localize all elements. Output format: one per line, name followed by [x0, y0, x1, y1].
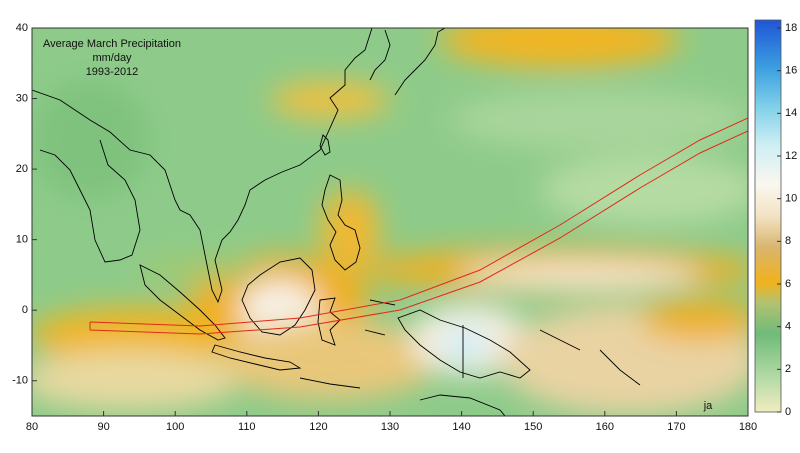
coastline [211, 344, 302, 371]
y-tick-label: -10 [12, 375, 28, 387]
y-tick-label: 0 [22, 304, 28, 316]
colorbar-tick-label: 0 [785, 406, 791, 418]
colorbar-tick-label: 16 [785, 65, 797, 77]
x-tick-label: 90 [97, 421, 109, 433]
y-tick-label: 20 [16, 163, 28, 175]
x-tick-label: 180 [739, 421, 757, 433]
coastline [241, 257, 316, 336]
colorbar-tick-label: 18 [785, 22, 797, 34]
track-line [89, 130, 748, 335]
colorbar-tick-label: 8 [785, 235, 791, 247]
y-tick-label: 30 [16, 92, 28, 104]
x-tick-label: 140 [452, 421, 470, 433]
coastline [397, 309, 531, 379]
coastline [319, 134, 331, 156]
precipitation-field [32, 28, 748, 416]
x-tick-label: 100 [166, 421, 184, 433]
x-tick-label: 150 [524, 421, 542, 433]
colorbar-tick-label: 12 [785, 150, 797, 162]
x-tick-label: 120 [309, 421, 327, 433]
coastline [317, 297, 341, 346]
colorbar-tick-label: 14 [785, 107, 797, 119]
coastlines [32, 28, 641, 416]
x-tick-label: 160 [596, 421, 614, 433]
coastline [139, 264, 226, 341]
x-tick-label: 80 [26, 421, 38, 433]
y-tick-label: 10 [16, 234, 28, 246]
x-tick-label: 110 [238, 421, 256, 433]
credit: ja [703, 400, 713, 412]
colorbar [754, 19, 782, 413]
coastline [321, 174, 361, 271]
colorbar-tick-label: 6 [785, 278, 791, 290]
coastline [299, 299, 396, 389]
coastline [39, 139, 141, 263]
title-line: Average March Precipitation [43, 38, 181, 50]
coastline [419, 329, 641, 416]
x-tick-label: 130 [381, 421, 399, 433]
y-tick-label: 40 [16, 22, 28, 34]
coastline [369, 28, 446, 96]
colorbar-tick-label: 2 [785, 363, 791, 375]
title-line: 1993-2012 [86, 66, 139, 78]
track-line [89, 117, 748, 327]
colorbar-tick-label: 10 [785, 193, 797, 205]
title-line: mm/day [92, 52, 132, 64]
coastline [32, 28, 373, 304]
colorbar-tick-label: 4 [785, 321, 791, 333]
x-tick-label: 170 [667, 421, 685, 433]
